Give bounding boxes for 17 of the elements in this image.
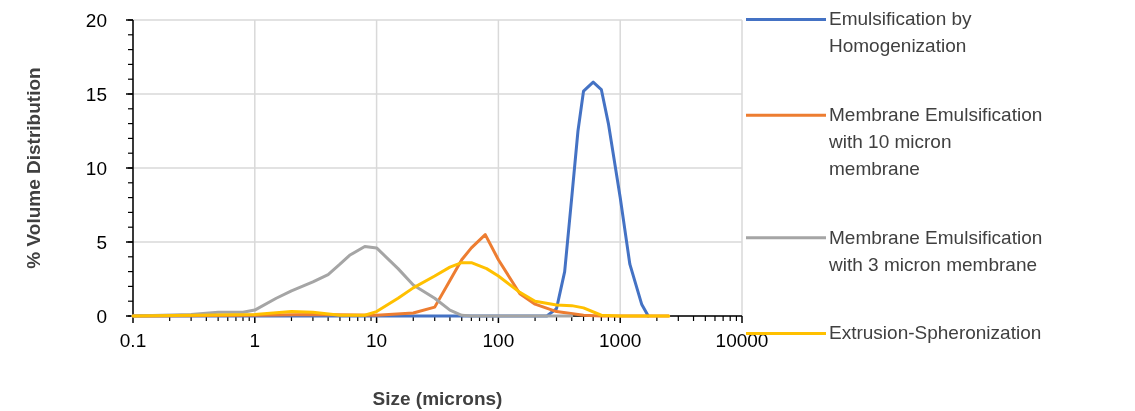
y-tick-label: 0	[96, 306, 107, 327]
x-tick-label: 10	[366, 330, 388, 351]
x-tick-label: 1	[249, 330, 261, 351]
x-tick-label: 1000	[599, 330, 642, 351]
legend-label: Membrane Emulsification with 3 micron membrane	[828, 226, 1043, 275]
legend-label: Extrusion-Spheronization	[829, 322, 1042, 344]
x-tick-label: 100	[482, 330, 515, 351]
y-tick-label: 5	[96, 232, 107, 253]
y-tick-label: 15	[85, 84, 107, 105]
x-axis-title: Size (microns)	[372, 388, 503, 409]
legend-label: Membrane Emulsification with 10 micron membrane	[828, 104, 1043, 180]
x-tick-label: 0.1	[119, 330, 147, 351]
x-tick-label: 10000	[715, 330, 769, 351]
y-tick-label: 20	[85, 10, 107, 31]
y-tick-label: 10	[85, 158, 107, 179]
y-axis-title: % Volume Distribution	[23, 67, 44, 269]
legend-label: Emulsification by Homogenization	[829, 8, 973, 57]
